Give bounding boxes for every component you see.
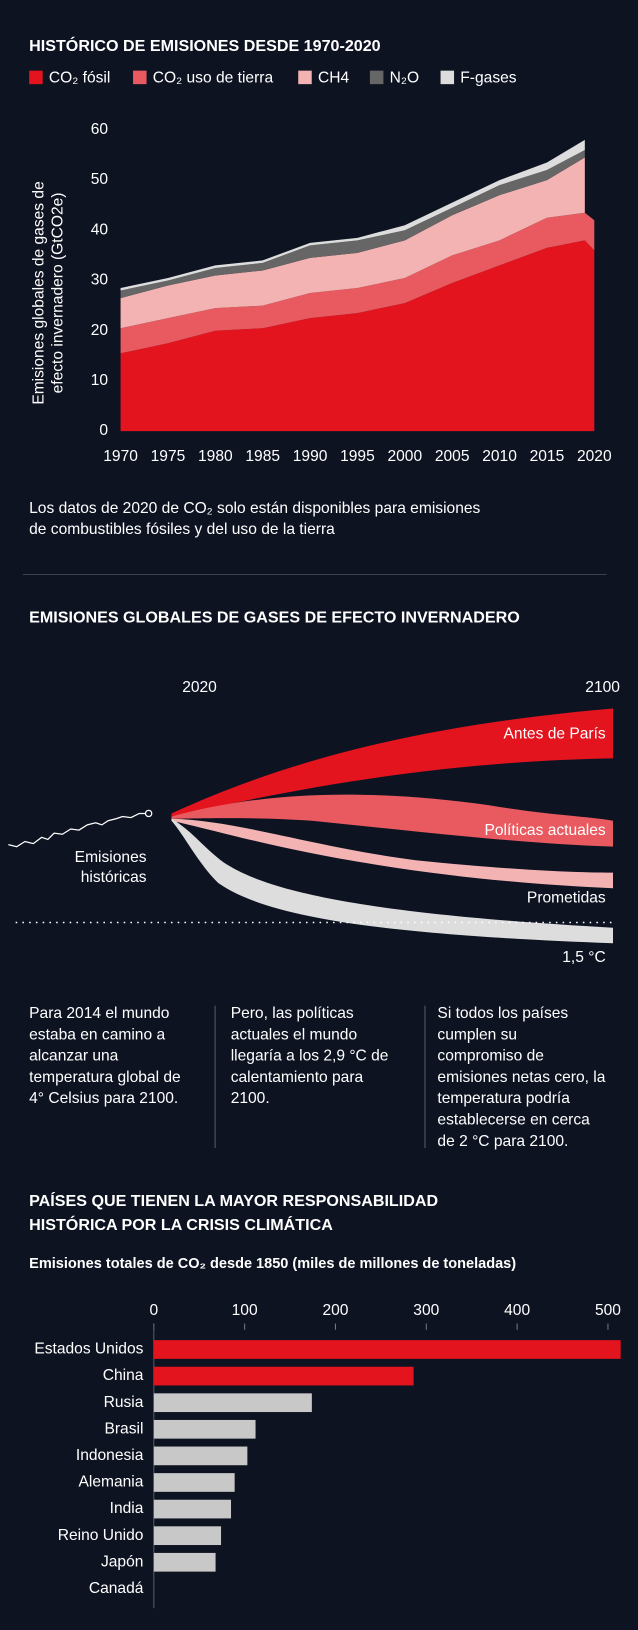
y-tick-label: 40 <box>91 221 109 238</box>
scenario-label: Antes de París <box>504 726 606 743</box>
paragraph-line: alcanzar una <box>29 1048 119 1065</box>
area <box>120 240 595 432</box>
bar <box>153 1473 235 1492</box>
legend-swatch <box>369 70 384 85</box>
year-label: 2020 <box>182 679 217 696</box>
x-tick-label: 0 <box>149 1302 158 1319</box>
y-tick-label: 10 <box>91 372 109 389</box>
paragraph-line: Para 2014 el mundo <box>29 1005 170 1022</box>
category-label: Reino Unido <box>58 1527 144 1544</box>
scenario-band <box>171 794 614 847</box>
legend-swatch <box>440 70 455 85</box>
x-tick-label: 2020 <box>577 448 612 465</box>
x-tick-label: 300 <box>413 1302 439 1319</box>
scenario-label: 1,5 °C <box>562 949 605 966</box>
y-tick-label: 20 <box>91 322 109 339</box>
category-label: Brasil <box>104 1420 143 1437</box>
historic-line <box>8 812 149 848</box>
legend-label: CH4 <box>318 70 350 87</box>
category-label: Alemania <box>78 1474 143 1491</box>
bar <box>153 1393 312 1413</box>
legend-label: CO₂ uso de tierra <box>153 70 274 87</box>
bar <box>153 1366 414 1386</box>
category-label: Estados Unidos <box>34 1341 143 1358</box>
paragraph-line: actuales el mundo <box>231 1026 358 1043</box>
bar <box>153 1419 256 1439</box>
x-tick-label: 2015 <box>530 448 565 465</box>
scenario-label: Prometidas <box>527 890 606 907</box>
paragraph-line: de 2 °C para 2100. <box>437 1133 568 1150</box>
x-tick-label: 1975 <box>151 448 186 465</box>
paragraph-line: Pero, las políticas <box>231 1005 354 1022</box>
scenario-band <box>171 708 614 817</box>
chart-subtitle: Emisiones totales de CO₂ desde 1850 (mil… <box>29 1256 516 1272</box>
x-tick-label: 200 <box>322 1302 348 1319</box>
y-tick-label: 50 <box>91 171 109 188</box>
paragraph-line: emisiones netas cero, la <box>437 1069 605 1086</box>
y-tick-label: 30 <box>91 272 109 289</box>
legend-swatch <box>133 70 147 85</box>
historic-label: Emisiones <box>75 849 147 866</box>
legend-label: N₂O <box>390 70 419 87</box>
bar <box>153 1499 232 1519</box>
category-label: Canadá <box>89 1580 144 1597</box>
category-label: India <box>110 1500 144 1517</box>
bar <box>153 1446 248 1466</box>
category-label: Indonesia <box>76 1447 144 1464</box>
y-tick-label: 60 <box>91 121 109 138</box>
x-tick-label: 1990 <box>293 448 328 465</box>
chart-title: PAÍSES QUE TIENEN LA MAYOR RESPONSABILID… <box>29 1191 438 1210</box>
paragraph-line: 2100. <box>231 1090 270 1107</box>
scenario-label: Políticas actuales <box>484 822 605 839</box>
paragraph-line: temperatura podría <box>437 1090 570 1107</box>
y-tick-label: 0 <box>99 422 108 439</box>
category-label: Rusia <box>104 1394 144 1411</box>
note: Los datos de 2020 de CO₂ solo están disp… <box>29 500 480 517</box>
x-tick-label: 1995 <box>340 448 375 465</box>
legend-label: F-gases <box>460 70 516 87</box>
marker <box>144 809 153 818</box>
paragraph-line: calentamiento para <box>231 1069 364 1086</box>
x-tick-label: 1985 <box>245 448 280 465</box>
scenario-title: EMISIONES GLOBALES DE GASES DE EFECTO IN… <box>29 608 520 626</box>
x-tick-label: 2010 <box>482 448 517 465</box>
x-tick-label: 1970 <box>103 448 138 465</box>
note: de combustibles fósiles y del uso de la … <box>29 521 335 538</box>
paragraph-line: Si todos los países <box>437 1005 568 1022</box>
x-tick-label: 2000 <box>387 448 422 465</box>
legend-swatch <box>29 70 43 85</box>
paragraph-line: temperatura global de <box>29 1069 181 1086</box>
chart-title: HISTÓRICO DE EMISIONES DESDE 1970-2020 <box>29 36 381 55</box>
scenario-band <box>171 818 614 944</box>
area <box>120 157 585 329</box>
x-tick-label: 1980 <box>198 448 233 465</box>
area <box>120 149 585 299</box>
y-axis-label: Emisiones globales de gases de <box>31 181 48 404</box>
scenario-band <box>171 818 614 889</box>
category-label: China <box>103 1367 144 1384</box>
historic-label: históricas <box>81 869 147 886</box>
category-label: Japón <box>101 1553 143 1570</box>
x-tick-label: 500 <box>595 1302 621 1319</box>
legend-swatch <box>298 70 312 85</box>
paragraph-line: establecerse en cerca <box>437 1112 590 1129</box>
legend-label: CO₂ fósil <box>49 70 110 87</box>
year-label: 2100 <box>585 679 620 696</box>
paragraph-line: compromiso de <box>437 1048 544 1065</box>
x-tick-label: 2005 <box>435 448 470 465</box>
x-tick-label: 100 <box>232 1302 258 1319</box>
bar <box>153 1526 222 1546</box>
chart-title: HISTÓRICA POR LA CRISIS CLIMÁTICA <box>29 1215 333 1234</box>
paragraph-line: llegaría a los 2,9 °C de <box>231 1048 389 1065</box>
paragraph-line: estaba en camino a <box>29 1026 165 1043</box>
area <box>120 212 595 354</box>
x-tick-label: 400 <box>504 1302 530 1319</box>
y-axis-label: efecto invernadero (GtCO2e) <box>49 193 66 394</box>
paragraph-line: cumplen su <box>437 1026 517 1043</box>
bar <box>153 1552 216 1572</box>
paragraph-line: 4° Celsius para 2100. <box>29 1090 178 1107</box>
bar <box>153 1340 621 1359</box>
